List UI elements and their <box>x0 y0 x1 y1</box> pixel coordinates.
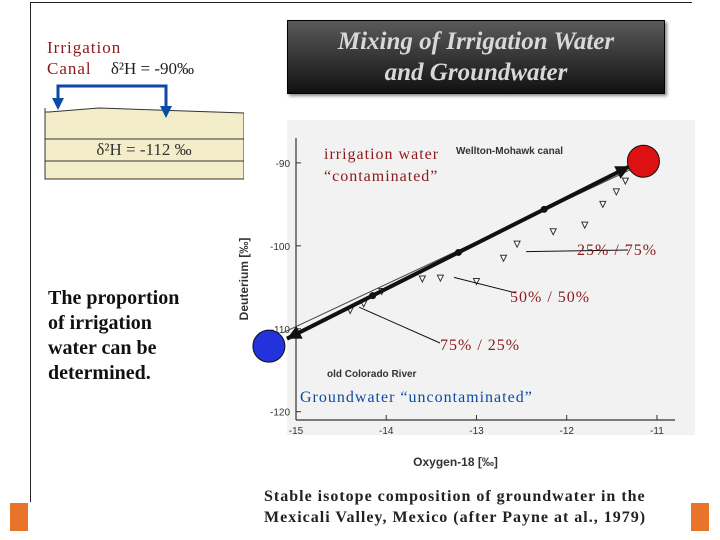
figure-caption: Stable isotope composition of groundwate… <box>264 486 646 528</box>
sample-point <box>580 221 589 230</box>
caption-line-1: Stable isotope composition of groundwate… <box>264 488 646 505</box>
annotation-groundwater-uncontaminated: Groundwater “uncontaminated” <box>300 389 533 406</box>
y-tick-label: -100 <box>270 242 290 253</box>
annotation-contaminated: “contaminated” <box>324 168 439 185</box>
sample-point <box>436 274 445 283</box>
slide-corner-accent <box>10 503 28 531</box>
sample-point <box>472 277 481 286</box>
sample-point <box>621 177 630 186</box>
pointer-25-75 <box>526 249 629 253</box>
x-tick-label: -13 <box>469 426 484 437</box>
annotation-mix-50-50: 50% / 50% <box>510 289 591 306</box>
arrow-down-icon <box>160 106 172 118</box>
mixing-fraction-marker <box>369 292 377 300</box>
x-axis-label: Oxygen-18 [‰] <box>413 455 498 469</box>
old-colorado-river-label: old Colorado River <box>327 369 417 380</box>
proportion-line-2: of irrigation <box>48 312 152 334</box>
top-rule <box>30 2 692 3</box>
arrowhead-groundwater <box>286 326 303 339</box>
canal-label-line1: Irrigation <box>47 38 122 57</box>
y-tick-label: -110 <box>271 325 291 336</box>
slide-title-line1: Mixing of Irrigation Water <box>337 28 615 55</box>
proportion-line-1: The proportion <box>48 287 180 309</box>
proportion-statement: The proportion of irrigation water can b… <box>48 286 179 386</box>
canal-label: Irrigation Canal δ²H = -90‰ <box>47 37 194 79</box>
x-tick-label: -15 <box>289 426 304 437</box>
mixing-fraction-marker <box>454 248 462 256</box>
annotation-mix-75-25: 75% / 25% <box>440 337 521 354</box>
y-tick-label: -90 <box>276 159 291 170</box>
canal-water-arrow <box>52 84 172 118</box>
x-tick-label: -14 <box>379 426 394 437</box>
sample-point <box>513 240 521 249</box>
plot-background <box>287 120 695 435</box>
x-tick-label: -12 <box>559 426 574 437</box>
left-rule <box>30 2 31 502</box>
slide-corner-accent-right <box>691 503 709 531</box>
canal-label-line2: Canal δ²H = -90‰ <box>47 58 194 79</box>
mixing-fraction-marker <box>540 205 548 213</box>
slide-title: Mixing of Irrigation Water and Groundwat… <box>287 20 665 94</box>
groundwater-endpoint <box>252 329 286 363</box>
caption-line-2: Mexicali Valley, Mexico (after Payne at … <box>264 509 647 526</box>
pointer-75-25 <box>358 306 441 344</box>
annotation-irrigation-water: irrigation water <box>324 146 440 163</box>
sample-point <box>612 188 621 197</box>
wellton-mohawk-label: Wellton-Mohawk canal <box>456 146 564 157</box>
pointer-50-50 <box>453 276 517 294</box>
canal-delta-value: δ²H = -90‰ <box>110 59 195 78</box>
isotope-chart: -90 -100 -110 -120 -15 -14 -13 -12 -11 Oxygen-18 … <box>237 138 675 469</box>
slide-title-line2: and Groundwater <box>384 59 568 86</box>
aquifer-diagram <box>44 107 244 180</box>
x-tick-label: -11 <box>650 426 664 437</box>
canal-label-word: Canal <box>47 59 92 78</box>
arrow-down-icon <box>52 98 64 110</box>
sample-point <box>549 228 557 236</box>
sample-point <box>499 254 508 263</box>
arrowhead-irrigation <box>614 166 630 179</box>
y-axis-label: Deuterium [‰] <box>237 238 251 321</box>
groundwater-delta-value: δ²H = -112 ‰ <box>96 140 192 159</box>
y-tick-label: -120 <box>270 408 290 419</box>
sample-point <box>599 200 607 209</box>
irrigation-endpoint <box>626 144 660 178</box>
annotation-mix-25-75: 25% / 75% <box>577 242 658 259</box>
sample-point <box>418 275 427 284</box>
proportion-line-4: determined. <box>48 362 151 384</box>
chart-layer: -90 -100 -110 -120 -15 -14 -13 -12 -11 Oxygen-18 … <box>237 138 675 469</box>
proportion-line-3: water can be <box>48 337 157 359</box>
